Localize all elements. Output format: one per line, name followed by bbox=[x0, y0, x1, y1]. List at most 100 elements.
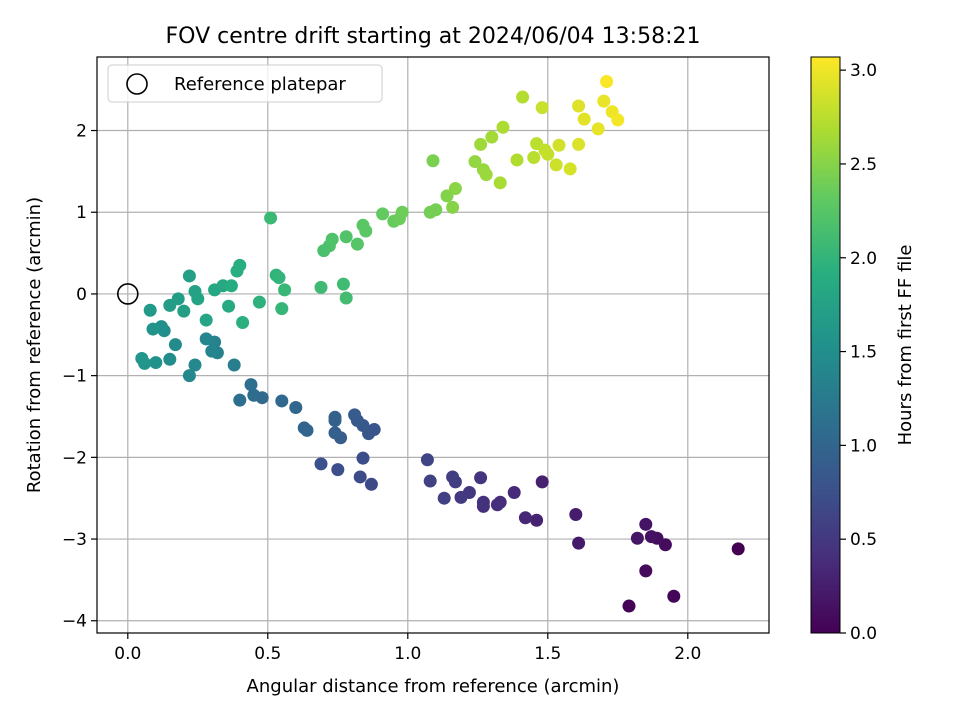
data-point bbox=[479, 168, 493, 182]
x-tick-label: 2.0 bbox=[674, 644, 701, 664]
data-point bbox=[572, 137, 586, 151]
data-point bbox=[516, 90, 530, 104]
y-tick-label: −4 bbox=[62, 612, 87, 632]
data-point bbox=[474, 471, 488, 485]
data-point bbox=[314, 280, 328, 294]
y-tick-label: −1 bbox=[62, 367, 87, 387]
y-tick-label: 2 bbox=[76, 122, 87, 142]
data-point bbox=[611, 113, 625, 127]
data-point bbox=[376, 207, 390, 221]
y-axis-ticks: −4 −3 −2 −1 0 1 2 bbox=[62, 122, 97, 632]
data-point bbox=[510, 153, 524, 167]
legend-box bbox=[107, 64, 383, 103]
data-point bbox=[227, 358, 241, 372]
colorbar-tick-label: 0.0 bbox=[850, 624, 877, 644]
data-point bbox=[639, 517, 653, 531]
data-point bbox=[188, 358, 202, 372]
data-point bbox=[275, 394, 289, 408]
data-point bbox=[230, 264, 244, 278]
data-point bbox=[577, 112, 591, 126]
data-point bbox=[667, 589, 681, 603]
colorbar-tick-label: 2.0 bbox=[850, 249, 877, 269]
plot-frame bbox=[96, 56, 770, 634]
data-point bbox=[440, 189, 454, 203]
x-axis-label: Angular distance from reference (arcmin) bbox=[247, 676, 620, 697]
data-point bbox=[353, 470, 367, 484]
data-point bbox=[275, 302, 289, 316]
legend: Reference platepar bbox=[107, 64, 383, 103]
data-point bbox=[336, 277, 350, 291]
data-point bbox=[552, 138, 566, 152]
data-point bbox=[549, 158, 563, 172]
data-point bbox=[247, 388, 261, 402]
reference-point-marker bbox=[117, 283, 139, 305]
data-point bbox=[474, 137, 488, 151]
x-tick-label: 0.5 bbox=[254, 644, 281, 664]
data-point bbox=[572, 99, 586, 113]
legend-label: Reference platepar bbox=[174, 74, 346, 95]
data-point bbox=[350, 237, 364, 251]
data-point bbox=[496, 120, 510, 134]
data-point bbox=[135, 351, 149, 365]
data-point bbox=[182, 269, 196, 283]
colorbar-tick-label: 1.5 bbox=[850, 343, 877, 363]
data-point bbox=[591, 122, 605, 136]
data-point bbox=[644, 530, 658, 544]
data-points bbox=[135, 75, 745, 613]
data-point bbox=[485, 130, 499, 144]
data-point bbox=[476, 495, 490, 509]
data-point bbox=[149, 356, 163, 370]
data-point bbox=[143, 303, 157, 317]
data-point bbox=[600, 75, 614, 89]
data-point bbox=[535, 101, 549, 115]
data-point bbox=[364, 477, 378, 491]
data-point bbox=[264, 211, 278, 225]
data-point bbox=[518, 511, 532, 525]
data-point bbox=[314, 457, 328, 471]
data-point bbox=[437, 491, 451, 505]
data-point bbox=[236, 316, 250, 330]
y-tick-label: −3 bbox=[62, 530, 87, 550]
colorbar-tick-label: 0.5 bbox=[850, 530, 877, 550]
data-point bbox=[278, 283, 292, 297]
y-axis-label: Rotation from reference (arcmin) bbox=[24, 197, 45, 493]
data-point bbox=[177, 304, 191, 318]
data-point bbox=[331, 463, 345, 477]
data-point bbox=[297, 421, 311, 435]
x-tick-label: 1.0 bbox=[394, 644, 421, 664]
data-point bbox=[493, 176, 507, 190]
y-tick-label: −2 bbox=[62, 448, 87, 468]
data-point bbox=[569, 508, 583, 522]
colorbar-label: Hours from first FF file bbox=[895, 245, 916, 446]
data-point bbox=[199, 313, 213, 327]
data-point bbox=[272, 271, 286, 285]
data-point bbox=[224, 279, 238, 293]
colorbar-tick-label: 2.5 bbox=[850, 155, 877, 175]
grid-lines bbox=[97, 57, 769, 633]
data-point bbox=[182, 369, 196, 383]
data-point bbox=[168, 338, 182, 352]
data-point bbox=[530, 513, 544, 527]
data-point bbox=[356, 451, 370, 465]
data-point bbox=[527, 150, 541, 164]
legend-marker-open-circle-icon bbox=[126, 73, 148, 95]
data-point bbox=[446, 470, 460, 484]
data-point bbox=[490, 498, 504, 512]
data-point bbox=[244, 378, 258, 392]
data-point bbox=[429, 203, 443, 217]
data-point bbox=[146, 322, 160, 336]
data-point bbox=[468, 155, 482, 169]
data-point bbox=[252, 295, 266, 309]
data-point bbox=[289, 401, 303, 415]
data-point bbox=[541, 147, 555, 161]
data-point bbox=[395, 205, 409, 219]
chart-title: FOV centre drift starting at 2024/06/04 … bbox=[166, 24, 701, 49]
data-point bbox=[731, 542, 745, 556]
data-point bbox=[630, 531, 644, 545]
data-point bbox=[507, 485, 521, 499]
y-tick-label: 1 bbox=[76, 203, 87, 223]
colorbar-tick-label: 3.0 bbox=[850, 61, 877, 81]
data-point bbox=[535, 475, 549, 489]
data-point bbox=[222, 299, 236, 313]
